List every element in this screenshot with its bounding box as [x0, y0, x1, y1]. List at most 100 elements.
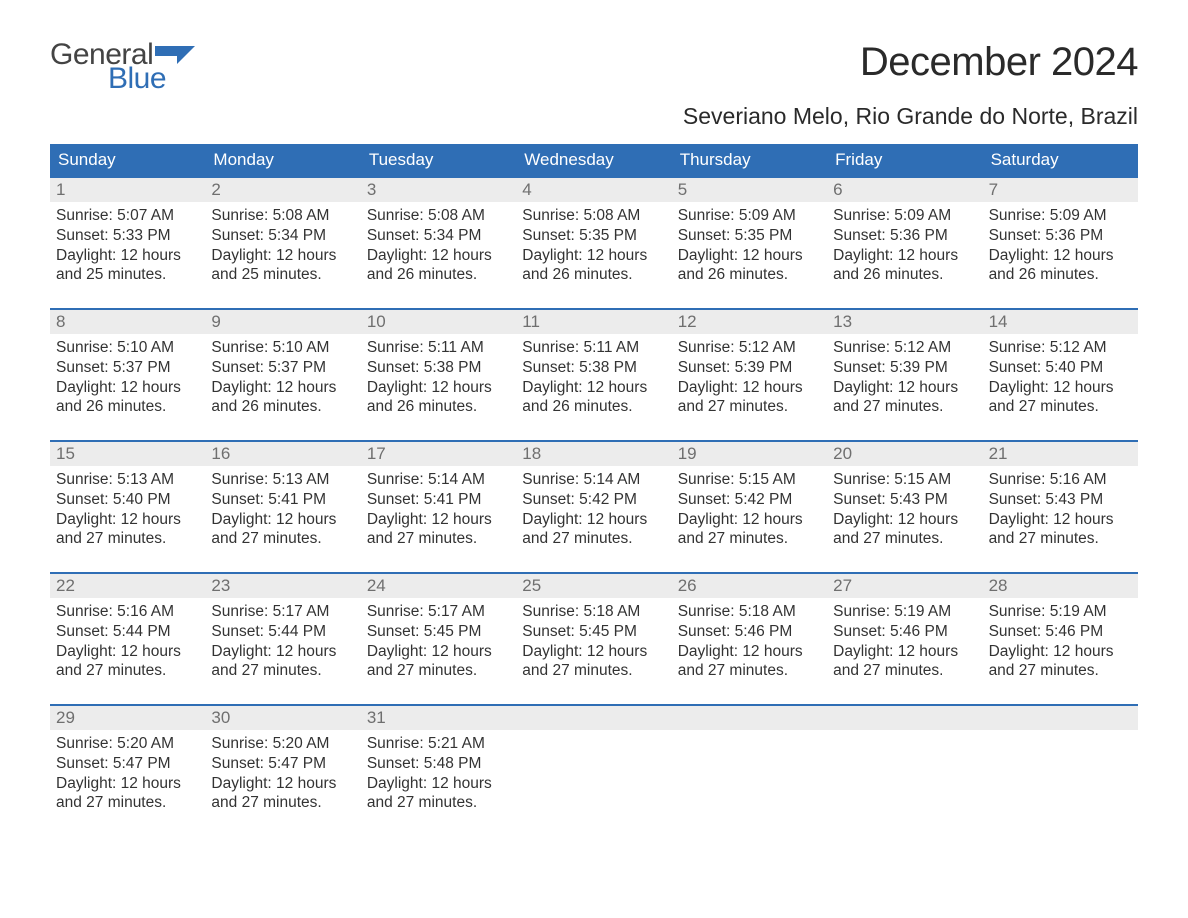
day-cell: Sunrise: 5:17 AMSunset: 5:44 PMDaylight:… — [205, 598, 360, 690]
sunset-text: Sunset: 5:47 PM — [56, 754, 199, 774]
day-number — [672, 706, 827, 730]
sunrise-text: Sunrise: 5:17 AM — [367, 602, 510, 622]
week-row: 293031Sunrise: 5:20 AMSunset: 5:47 PMDay… — [50, 704, 1138, 822]
sunset-text: Sunset: 5:41 PM — [367, 490, 510, 510]
daylight-text: Daylight: 12 hours and 27 minutes. — [56, 510, 199, 550]
sunrise-text: Sunrise: 5:18 AM — [522, 602, 665, 622]
title-block: December 2024 Severiano Melo, Rio Grande… — [683, 40, 1138, 130]
daylight-text: Daylight: 12 hours and 27 minutes. — [211, 774, 354, 814]
sunset-text: Sunset: 5:38 PM — [367, 358, 510, 378]
day-cell — [672, 730, 827, 822]
month-title: December 2024 — [683, 40, 1138, 85]
daylight-text: Daylight: 12 hours and 27 minutes. — [678, 510, 821, 550]
sunset-text: Sunset: 5:47 PM — [211, 754, 354, 774]
brand-word2: Blue — [108, 64, 195, 94]
day-cell: Sunrise: 5:16 AMSunset: 5:43 PMDaylight:… — [983, 466, 1138, 558]
sunrise-text: Sunrise: 5:20 AM — [56, 734, 199, 754]
day-number: 6 — [827, 178, 982, 202]
weekday-label: Sunday — [50, 144, 205, 176]
sunset-text: Sunset: 5:41 PM — [211, 490, 354, 510]
sunrise-text: Sunrise: 5:13 AM — [211, 470, 354, 490]
day-number: 12 — [672, 310, 827, 334]
day-cell: Sunrise: 5:12 AMSunset: 5:39 PMDaylight:… — [827, 334, 982, 426]
day-number: 20 — [827, 442, 982, 466]
day-cell: Sunrise: 5:11 AMSunset: 5:38 PMDaylight:… — [516, 334, 671, 426]
day-number: 21 — [983, 442, 1138, 466]
daylight-text: Daylight: 12 hours and 25 minutes. — [56, 246, 199, 286]
daylight-text: Daylight: 12 hours and 26 minutes. — [522, 246, 665, 286]
daylight-text: Daylight: 12 hours and 27 minutes. — [522, 510, 665, 550]
weekday-header: SundayMondayTuesdayWednesdayThursdayFrid… — [50, 144, 1138, 176]
sunset-text: Sunset: 5:34 PM — [367, 226, 510, 246]
sunrise-text: Sunrise: 5:20 AM — [211, 734, 354, 754]
day-number: 13 — [827, 310, 982, 334]
sunrise-text: Sunrise: 5:19 AM — [833, 602, 976, 622]
daylight-text: Daylight: 12 hours and 27 minutes. — [678, 378, 821, 418]
day-number: 23 — [205, 574, 360, 598]
daylight-text: Daylight: 12 hours and 26 minutes. — [678, 246, 821, 286]
day-cell: Sunrise: 5:14 AMSunset: 5:42 PMDaylight:… — [516, 466, 671, 558]
daynum-row: 15161718192021 — [50, 442, 1138, 466]
day-number — [516, 706, 671, 730]
location: Severiano Melo, Rio Grande do Norte, Bra… — [683, 103, 1138, 130]
sunset-text: Sunset: 5:35 PM — [678, 226, 821, 246]
sunrise-text: Sunrise: 5:15 AM — [678, 470, 821, 490]
sunrise-text: Sunrise: 5:10 AM — [211, 338, 354, 358]
sunrise-text: Sunrise: 5:18 AM — [678, 602, 821, 622]
sunset-text: Sunset: 5:43 PM — [989, 490, 1132, 510]
day-number — [827, 706, 982, 730]
daylight-text: Daylight: 12 hours and 27 minutes. — [211, 510, 354, 550]
sunrise-text: Sunrise: 5:17 AM — [211, 602, 354, 622]
day-number: 25 — [516, 574, 671, 598]
sunrise-text: Sunrise: 5:11 AM — [367, 338, 510, 358]
day-cell: Sunrise: 5:12 AMSunset: 5:39 PMDaylight:… — [672, 334, 827, 426]
day-cell: Sunrise: 5:08 AMSunset: 5:34 PMDaylight:… — [361, 202, 516, 294]
day-cell: Sunrise: 5:16 AMSunset: 5:44 PMDaylight:… — [50, 598, 205, 690]
day-number: 9 — [205, 310, 360, 334]
daylight-text: Daylight: 12 hours and 27 minutes. — [367, 774, 510, 814]
day-cell: Sunrise: 5:10 AMSunset: 5:37 PMDaylight:… — [50, 334, 205, 426]
daylight-text: Daylight: 12 hours and 27 minutes. — [989, 510, 1132, 550]
day-number: 14 — [983, 310, 1138, 334]
day-cell: Sunrise: 5:09 AMSunset: 5:35 PMDaylight:… — [672, 202, 827, 294]
sunrise-text: Sunrise: 5:12 AM — [989, 338, 1132, 358]
day-number: 5 — [672, 178, 827, 202]
day-cell: Sunrise: 5:11 AMSunset: 5:38 PMDaylight:… — [361, 334, 516, 426]
day-cell: Sunrise: 5:14 AMSunset: 5:41 PMDaylight:… — [361, 466, 516, 558]
day-cell: Sunrise: 5:18 AMSunset: 5:45 PMDaylight:… — [516, 598, 671, 690]
sunrise-text: Sunrise: 5:09 AM — [678, 206, 821, 226]
day-cell — [827, 730, 982, 822]
daynum-row: 293031 — [50, 706, 1138, 730]
day-cell: Sunrise: 5:08 AMSunset: 5:35 PMDaylight:… — [516, 202, 671, 294]
daylight-text: Daylight: 12 hours and 26 minutes. — [211, 378, 354, 418]
day-cell: Sunrise: 5:09 AMSunset: 5:36 PMDaylight:… — [827, 202, 982, 294]
daynum-row: 891011121314 — [50, 310, 1138, 334]
weekday-label: Thursday — [672, 144, 827, 176]
sunrise-text: Sunrise: 5:13 AM — [56, 470, 199, 490]
sunrise-text: Sunrise: 5:14 AM — [522, 470, 665, 490]
day-number: 1 — [50, 178, 205, 202]
sunset-text: Sunset: 5:42 PM — [522, 490, 665, 510]
sunset-text: Sunset: 5:46 PM — [833, 622, 976, 642]
week-row: 891011121314Sunrise: 5:10 AMSunset: 5:37… — [50, 308, 1138, 426]
day-cell: Sunrise: 5:07 AMSunset: 5:33 PMDaylight:… — [50, 202, 205, 294]
daylight-text: Daylight: 12 hours and 27 minutes. — [833, 378, 976, 418]
daylight-text: Daylight: 12 hours and 27 minutes. — [989, 642, 1132, 682]
day-number: 19 — [672, 442, 827, 466]
sunset-text: Sunset: 5:44 PM — [211, 622, 354, 642]
daylight-text: Daylight: 12 hours and 27 minutes. — [56, 774, 199, 814]
sunset-text: Sunset: 5:40 PM — [989, 358, 1132, 378]
day-number: 31 — [361, 706, 516, 730]
sunrise-text: Sunrise: 5:15 AM — [833, 470, 976, 490]
day-number: 2 — [205, 178, 360, 202]
sunrise-text: Sunrise: 5:09 AM — [833, 206, 976, 226]
daylight-text: Daylight: 12 hours and 26 minutes. — [367, 246, 510, 286]
day-cell — [516, 730, 671, 822]
day-cell: Sunrise: 5:12 AMSunset: 5:40 PMDaylight:… — [983, 334, 1138, 426]
day-number: 29 — [50, 706, 205, 730]
daylight-text: Daylight: 12 hours and 27 minutes. — [56, 642, 199, 682]
sunrise-text: Sunrise: 5:16 AM — [56, 602, 199, 622]
day-cell: Sunrise: 5:17 AMSunset: 5:45 PMDaylight:… — [361, 598, 516, 690]
sunset-text: Sunset: 5:38 PM — [522, 358, 665, 378]
week-row: 15161718192021Sunrise: 5:13 AMSunset: 5:… — [50, 440, 1138, 558]
